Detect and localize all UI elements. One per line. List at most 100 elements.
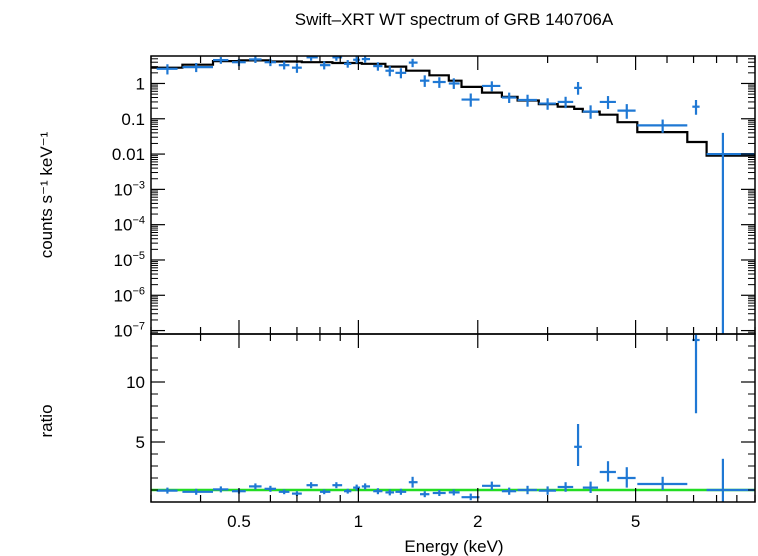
ratio-data-point: [319, 489, 331, 495]
spectrum-y-tick-exponent: −4: [132, 215, 145, 227]
spectrum-data-point: [557, 96, 574, 109]
spectrum-data-point: [156, 64, 178, 75]
ratio-data-point: [692, 334, 700, 414]
x-tick-label: 1: [354, 512, 363, 531]
ratio-data-point: [706, 458, 755, 502]
ratio-data-point: [461, 493, 480, 501]
ratio-data-point: [332, 482, 343, 489]
spectrum-data-point: [617, 104, 636, 119]
spectrum-data-point: [249, 56, 262, 64]
spectrum-y-tick-exponent: −6: [132, 285, 145, 297]
spectrum-y-tick-base: 10: [114, 251, 133, 270]
spectrum-data: [156, 56, 755, 334]
ratio-data-point: [395, 488, 407, 495]
ratio-data-point: [344, 488, 352, 494]
ratio-data-point: [557, 482, 574, 492]
spectrum-model: [151, 59, 755, 157]
spectrum-model-line: [151, 59, 755, 157]
spectrum-data-point: [574, 82, 582, 95]
ratio-data-point: [361, 483, 371, 490]
ratio-y-tick-label: 5: [136, 433, 145, 452]
spectrum-data-point: [538, 98, 557, 110]
spectrum-data-point: [448, 78, 460, 89]
ratio-data-point: [617, 467, 636, 488]
spectrum-data-point: [385, 66, 395, 77]
spectrum-data-point: [706, 132, 755, 334]
spectrum-y-tick-label: 10−4: [114, 215, 145, 235]
ratio-panel: 5 10 0.5 1 2 5 ratio: [37, 333, 756, 531]
spectrum-data-point: [599, 96, 616, 109]
spectrum-data-point: [344, 60, 352, 68]
spectrum-y-tick-base: 10: [114, 322, 133, 341]
spectrum-data-point: [692, 100, 700, 115]
spectrum-frame: [150, 55, 756, 335]
ratio-y-axis-label: ratio: [37, 404, 56, 437]
ratio-y-ticks: 5 10: [126, 345, 755, 491]
x-tick-label: 0.5: [227, 512, 251, 531]
ratio-data-point: [385, 489, 395, 496]
spectrum-y-tick-base: 10: [114, 286, 133, 305]
spectrum-y-tick-exponent: −5: [132, 250, 145, 262]
spectrum-data-point: [361, 56, 371, 63]
ratio-data-point: [264, 485, 277, 492]
ratio-data-point: [156, 487, 178, 494]
ratio-data-point: [582, 481, 599, 493]
spectrum-data-point: [306, 56, 318, 61]
ratio-data-point: [574, 424, 582, 466]
x-tick-label: 5: [631, 512, 640, 531]
ratio-data: [156, 334, 755, 502]
x-axis-label: Energy (keV): [404, 537, 503, 556]
spectrum-data-point: [461, 93, 480, 107]
ratio-frame: [150, 333, 756, 503]
ratio-data-point: [538, 486, 557, 495]
spectrum-y-tick-label: 0.01: [112, 145, 145, 164]
spectrum-y-axis-label: counts s⁻¹ keV⁻¹: [37, 131, 56, 258]
spectrum-y-tick-base: 10: [114, 216, 133, 235]
spectrum-data-point: [482, 81, 501, 92]
spectrum-data-point: [182, 63, 214, 73]
spectrum-y-tick-label: 10−5: [114, 250, 145, 270]
ratio-data-point: [306, 482, 318, 489]
spectrum-data-point: [408, 58, 418, 68]
ratio-data-point: [599, 461, 616, 482]
ratio-data-point: [448, 489, 460, 496]
ratio-data-point: [213, 486, 229, 493]
spectrum-data-point: [395, 68, 407, 79]
spectrum-data-point: [278, 61, 290, 70]
spectrum-data-point: [517, 94, 537, 107]
spectrum-y-tick-exponent: −3: [132, 179, 145, 191]
spectrum-data-point: [319, 61, 331, 70]
chart-title: Swift–XRT WT spectrum of GRB 140706A: [295, 10, 614, 29]
spectrum-y-tick-label: 1: [136, 74, 145, 93]
ratio-data-point: [278, 489, 290, 495]
ratio-data-point: [353, 484, 361, 491]
spectrum-data-point: [501, 92, 517, 103]
spectrum-data-point: [637, 119, 688, 133]
spectrum-data-point: [213, 57, 229, 64]
ratio-data-point: [408, 476, 418, 488]
spectrum-y-tick-label: 10−7: [114, 321, 145, 341]
spectrum-y-tick-label: 0.1: [121, 110, 145, 129]
ratio-x-ticks: 0.5 1 2 5: [150, 334, 756, 531]
ratio-data-point: [432, 490, 446, 496]
ratio-data-point: [517, 485, 537, 495]
ratio-y-tick-label: 10: [126, 373, 145, 392]
ratio-data-point: [637, 476, 688, 490]
ratio-data-point: [419, 491, 430, 498]
spectrum-data-point: [373, 62, 383, 71]
spectrum-data-point: [582, 105, 599, 119]
spectrum-y-tick-label: 10−3: [114, 179, 145, 199]
spectrum-data-point: [419, 75, 430, 87]
spectrum-x-ticks: [150, 56, 756, 334]
ratio-data-point: [482, 481, 501, 490]
ratio-data-point: [501, 487, 517, 495]
ratio-data-point: [182, 488, 214, 495]
ratio-data-point: [373, 488, 383, 495]
spectrum-data-point: [291, 63, 302, 73]
spectrum-y-tick-base: 10: [114, 180, 133, 199]
spectrum-y-tick-exponent: −7: [132, 321, 145, 333]
x-tick-label: 2: [473, 512, 482, 531]
